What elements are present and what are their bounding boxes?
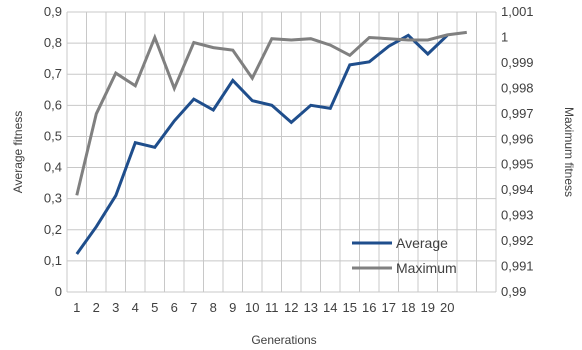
legend-label-average: Average xyxy=(396,235,448,251)
series-lines xyxy=(75,30,467,255)
y-tick-label: 0,2 xyxy=(44,222,62,237)
y2-tick-label: 0,995 xyxy=(501,157,534,172)
x-tick-label: 5 xyxy=(151,300,158,315)
x-tick-label: 7 xyxy=(190,300,197,315)
legend-label-maximum: Maximum xyxy=(396,260,457,276)
y-tick-label: 0,1 xyxy=(44,253,62,268)
x-tick-label: 18 xyxy=(401,300,415,315)
y2-tick-label: 0,992 xyxy=(501,233,534,248)
legend: Average Maximum xyxy=(352,235,457,276)
y2-tick-label: 0,994 xyxy=(501,182,534,197)
y2-tick-label: 0,999 xyxy=(501,55,534,70)
y2-tick-label: 0,993 xyxy=(501,208,534,223)
y2-tick-label: 1 xyxy=(501,29,508,44)
x-tick-label: 2 xyxy=(93,300,100,315)
x-axis-ticks: 1 2 3 4 5 6 7 8 9 10 11 12 13 14 15 16 17 18 19 20 xyxy=(73,300,454,315)
y2-tick-label: 0,996 xyxy=(501,131,534,146)
y2-axis-ticks: 0,99 0,991 0,992 0,993 0,994 0,995 0,996 0,997 0… xyxy=(501,4,534,299)
x-tick-label: 1 xyxy=(73,300,80,315)
x-tick-label: 4 xyxy=(132,300,139,315)
x-tick-label: 20 xyxy=(440,300,454,315)
x-tick-label: 16 xyxy=(362,300,376,315)
grid xyxy=(66,11,497,293)
y2-tick-label: 1,001 xyxy=(501,4,534,19)
y-tick-label: 0,3 xyxy=(44,191,62,206)
y2-tick-label: 0,99 xyxy=(501,284,526,299)
y-axis-title: Average fitness xyxy=(11,111,25,194)
y-tick-label: 0,5 xyxy=(44,128,62,143)
y-tick-label: 0,9 xyxy=(44,4,62,19)
x-tick-label: 13 xyxy=(304,300,318,315)
x-tick-label: 12 xyxy=(284,300,298,315)
x-tick-label: 19 xyxy=(421,300,435,315)
y-tick-label: 0,4 xyxy=(44,160,62,175)
series-line-maximum xyxy=(75,30,467,196)
y-axis-ticks: 0 0,1 0,2 0,3 0,4 0,5 0,6 0,7 0,8 0,9 xyxy=(44,4,62,299)
y2-tick-label: 0,997 xyxy=(501,106,534,121)
y-tick-label: 0,7 xyxy=(44,66,62,81)
y2-tick-label: 0,998 xyxy=(501,80,534,95)
x-tick-label: 6 xyxy=(171,300,178,315)
x-tick-label: 3 xyxy=(112,300,119,315)
x-axis-title: Generations xyxy=(251,333,316,347)
y2-tick-label: 0,991 xyxy=(501,259,534,274)
x-tick-label: 14 xyxy=(323,300,337,315)
y-tick-label: 0,6 xyxy=(44,97,62,112)
x-tick-label: 9 xyxy=(229,300,236,315)
x-tick-label: 8 xyxy=(210,300,217,315)
y-tick-label: 0,8 xyxy=(44,35,62,50)
x-tick-label: 11 xyxy=(265,300,279,315)
x-tick-label: 17 xyxy=(382,300,396,315)
series-line-average xyxy=(75,33,449,255)
x-tick-label: 10 xyxy=(245,300,259,315)
y2-axis-title: Maximum fitness xyxy=(562,107,576,197)
x-tick-label: 15 xyxy=(343,300,357,315)
y-tick-label: 0 xyxy=(55,284,62,299)
